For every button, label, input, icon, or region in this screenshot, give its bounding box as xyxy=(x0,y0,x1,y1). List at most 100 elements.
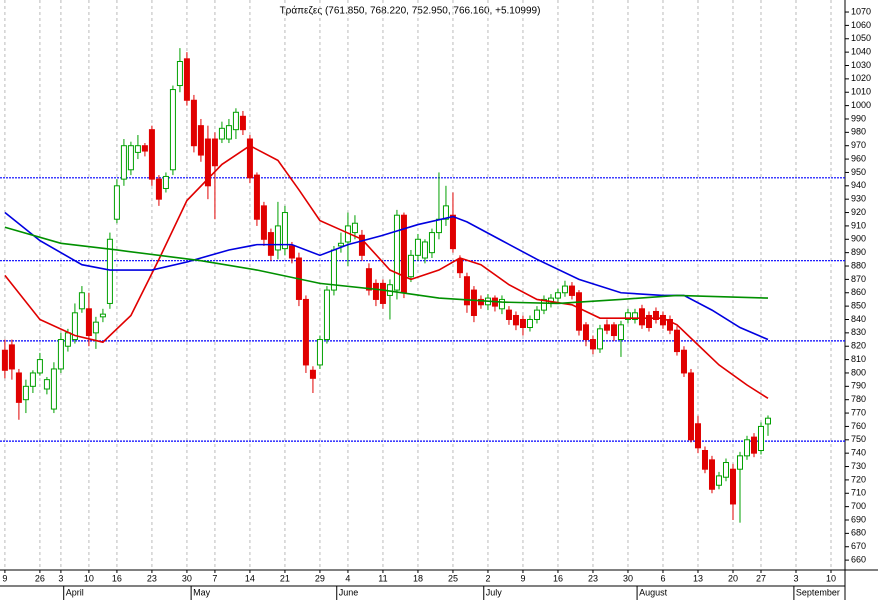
y-tick-label: 760 xyxy=(851,421,866,431)
candle-body xyxy=(1,349,8,371)
candle-body xyxy=(78,292,85,310)
y-tick-label: 670 xyxy=(851,541,866,551)
candle-body xyxy=(519,318,526,329)
y-tick-label: 660 xyxy=(851,554,866,564)
candle-body xyxy=(92,321,99,334)
candle-body xyxy=(281,212,288,250)
candle-body xyxy=(743,439,750,457)
candle-body xyxy=(316,339,323,366)
x-tick-label: 9 xyxy=(520,573,525,583)
candle-body xyxy=(29,372,36,387)
candle-body xyxy=(589,339,596,350)
candle-body xyxy=(526,318,533,329)
candle-body xyxy=(239,115,246,131)
candle-body xyxy=(561,285,568,294)
candle-body xyxy=(575,292,582,331)
candle-body xyxy=(659,314,666,326)
candle-body xyxy=(442,205,449,220)
x-tick-label: 3 xyxy=(58,573,63,583)
candle-body xyxy=(155,178,162,200)
x-tick-label: 26 xyxy=(35,573,45,583)
x-tick-label: 30 xyxy=(182,573,192,583)
candle-body xyxy=(673,329,680,353)
candle-body xyxy=(50,368,57,410)
candle-body xyxy=(680,349,687,374)
x-tick-label: 23 xyxy=(588,573,598,583)
candle-body xyxy=(596,328,603,350)
candle-body xyxy=(127,145,134,171)
candle-body xyxy=(8,344,15,370)
x-tick-label: 6 xyxy=(660,573,665,583)
y-tick-label: 710 xyxy=(851,488,866,498)
month-label: June xyxy=(339,587,359,597)
candle-body xyxy=(337,242,344,247)
x-tick-label: 7 xyxy=(212,573,217,583)
x-tick-label: 13 xyxy=(693,573,703,583)
candle-body xyxy=(638,308,645,326)
x-tick-label: 20 xyxy=(728,573,738,583)
x-tick-label: 21 xyxy=(280,573,290,583)
candle-body xyxy=(421,241,428,259)
candle-body xyxy=(176,60,183,87)
candle-body xyxy=(715,475,722,486)
month-label: July xyxy=(486,587,503,597)
candle-body xyxy=(169,89,176,171)
candle-body xyxy=(407,254,414,278)
candle-body xyxy=(750,436,757,454)
y-tick-label: 840 xyxy=(851,314,866,324)
candle-body xyxy=(757,425,764,451)
y-tick-label: 1030 xyxy=(851,60,871,70)
candle-body xyxy=(400,214,407,294)
y-tick-label: 960 xyxy=(851,153,866,163)
x-tick-label: 29 xyxy=(315,573,325,583)
candle-body xyxy=(603,324,610,331)
candle-body xyxy=(687,372,694,441)
x-tick-label: 14 xyxy=(245,573,255,583)
y-tick-label: 1020 xyxy=(851,73,871,83)
x-tick-label: 18 xyxy=(413,573,423,583)
candle-body xyxy=(722,462,729,478)
candle-body xyxy=(15,372,22,403)
candle-body xyxy=(652,310,659,320)
x-tick-label: 4 xyxy=(345,573,350,583)
candle-body xyxy=(582,324,589,341)
y-tick-label: 870 xyxy=(851,274,866,284)
candle-body xyxy=(134,145,141,153)
x-tick-label: 3 xyxy=(793,573,798,583)
candle-body xyxy=(428,232,435,254)
x-tick-label: 27 xyxy=(756,573,766,583)
x-tick-label: 16 xyxy=(112,573,122,583)
candle-body xyxy=(288,245,295,259)
candle-body xyxy=(148,129,155,180)
candle-body xyxy=(540,298,547,311)
y-tick-label: 750 xyxy=(851,434,866,444)
candle-body xyxy=(274,225,281,251)
x-tick-label: 10 xyxy=(826,573,836,583)
candle-body xyxy=(57,339,64,370)
candle-body xyxy=(701,449,708,470)
x-tick-label: 11 xyxy=(378,573,387,583)
candle-body xyxy=(358,234,365,256)
y-tick-label: 1010 xyxy=(851,87,871,97)
y-tick-label: 910 xyxy=(851,220,866,230)
candle-body xyxy=(302,298,309,366)
candle-body xyxy=(351,222,358,234)
candle-body xyxy=(106,238,113,304)
candle-body xyxy=(617,324,624,341)
candle-body xyxy=(477,298,484,306)
candle-body xyxy=(204,138,211,187)
y-tick-label: 740 xyxy=(851,448,866,458)
y-tick-label: 850 xyxy=(851,300,866,310)
x-tick-label: 2 xyxy=(485,573,490,583)
candle-body xyxy=(736,455,743,470)
chart-title: Τράπεζες (761.850, 768.220, 752.950, 766… xyxy=(280,5,541,17)
y-tick-label: 1050 xyxy=(851,33,871,43)
candle-body xyxy=(113,185,120,220)
candle-body xyxy=(666,318,673,331)
candle-body xyxy=(610,324,617,337)
x-tick-label: 10 xyxy=(84,573,94,583)
y-tick-label: 700 xyxy=(851,501,866,511)
candle-body xyxy=(393,214,400,291)
candle-body xyxy=(120,145,127,180)
